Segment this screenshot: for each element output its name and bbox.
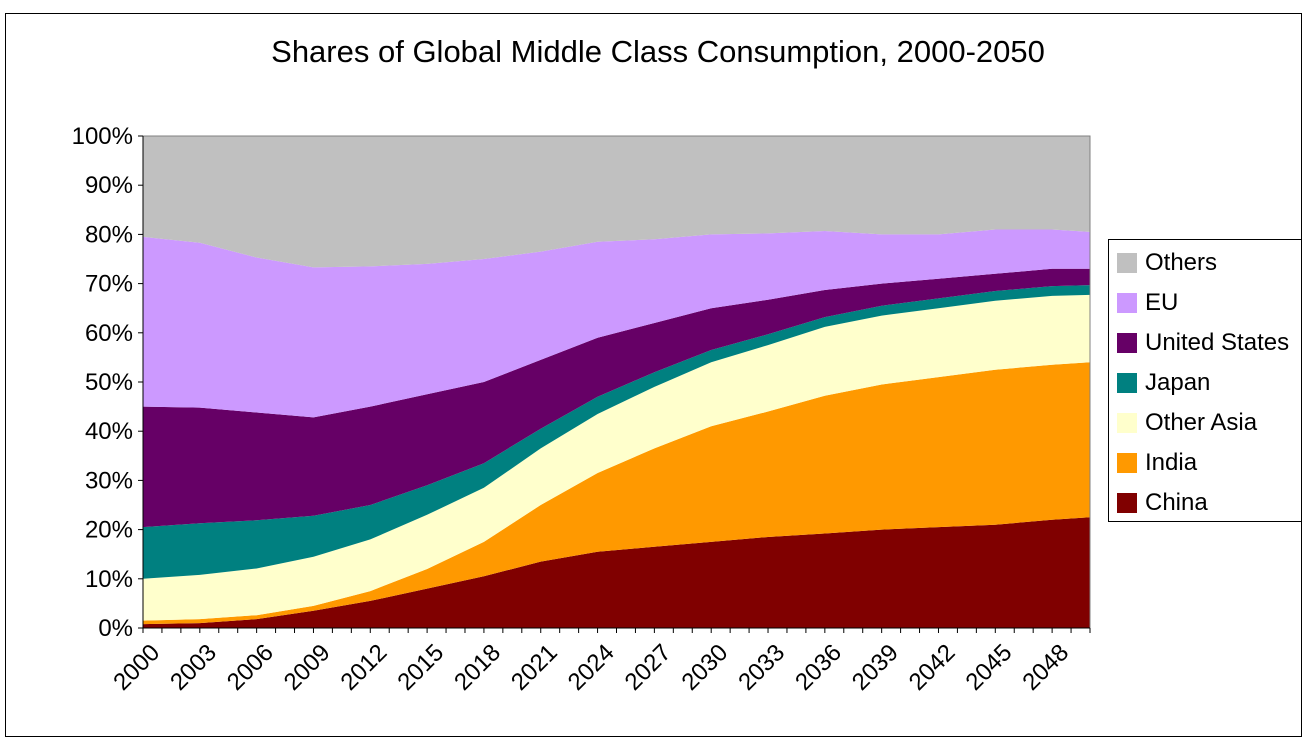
x-tick-label: 2033 <box>733 639 790 696</box>
x-tick-label: 2009 <box>279 639 336 696</box>
y-tick-label: 10% <box>85 566 133 593</box>
legend-swatch <box>1117 453 1137 473</box>
legend: Others EU United States Japan Other Asia Indi… <box>1108 239 1302 522</box>
legend-item-other-asia: Other Asia <box>1117 409 1258 436</box>
legend-item-india: India <box>1117 449 1198 476</box>
area-india <box>143 362 1090 625</box>
area-other-asia <box>143 294 1090 621</box>
legend-label: United States <box>1145 329 1290 356</box>
y-tick-label: 40% <box>85 418 133 445</box>
legend-item-united-states: United States <box>1117 329 1290 356</box>
legend-swatch <box>1117 293 1137 313</box>
x-tick-label: 2039 <box>847 639 904 696</box>
y-tick-label: 0% <box>98 615 133 642</box>
y-tick-label: 100% <box>72 123 133 150</box>
y-tick-label: 20% <box>85 517 133 544</box>
legend-item-japan: Japan <box>1117 369 1211 396</box>
y-tick-label: 90% <box>85 172 133 199</box>
x-tick-label: 2015 <box>392 639 449 696</box>
x-tick-label: 2030 <box>676 639 733 696</box>
y-tick-label: 70% <box>85 271 133 298</box>
y-tick-label: 60% <box>85 320 133 347</box>
area-united-states <box>143 268 1090 528</box>
legend-label: Others <box>1145 249 1218 276</box>
legend-item-others: Others <box>1117 249 1218 276</box>
legend-label: Other Asia <box>1145 409 1258 436</box>
x-tick-label: 2027 <box>620 639 677 696</box>
legend-swatch <box>1117 413 1137 433</box>
legend-swatch <box>1117 373 1137 393</box>
legend-swatch <box>1117 253 1137 273</box>
legend-swatch <box>1117 493 1137 513</box>
x-tick-label: 2036 <box>790 639 847 696</box>
y-tick-label: 30% <box>85 467 133 494</box>
area-japan <box>143 285 1090 579</box>
x-tick-label: 2003 <box>165 639 222 696</box>
x-tick-label: 2000 <box>108 639 165 696</box>
legend-swatch <box>1117 333 1137 353</box>
legend-item-eu: EU <box>1117 289 1179 316</box>
legend-label: China <box>1145 489 1208 516</box>
legend-label: EU <box>1145 289 1179 316</box>
y-tick-label: 80% <box>85 221 133 248</box>
area-eu <box>143 229 1090 418</box>
x-tick-label: 2042 <box>904 639 961 696</box>
x-tick-label: 2018 <box>449 639 506 696</box>
x-tick-label: 2045 <box>961 639 1018 696</box>
legend-label: Japan <box>1145 369 1211 396</box>
x-tick-label: 2024 <box>563 639 620 696</box>
chart-title: Shares of Global Middle Class Consumptio… <box>271 34 1045 69</box>
x-tick-label: 2012 <box>336 639 393 696</box>
area-others <box>143 136 1090 268</box>
legend-item-china: China <box>1117 489 1208 516</box>
area-china <box>143 517 1090 628</box>
area-series-group <box>143 136 1090 628</box>
x-tick-label: 2021 <box>506 639 563 696</box>
x-tick-label: 2006 <box>222 639 279 696</box>
legend-label: India <box>1145 449 1198 476</box>
x-tick-label: 2048 <box>1017 639 1074 696</box>
y-tick-label: 50% <box>85 369 133 396</box>
